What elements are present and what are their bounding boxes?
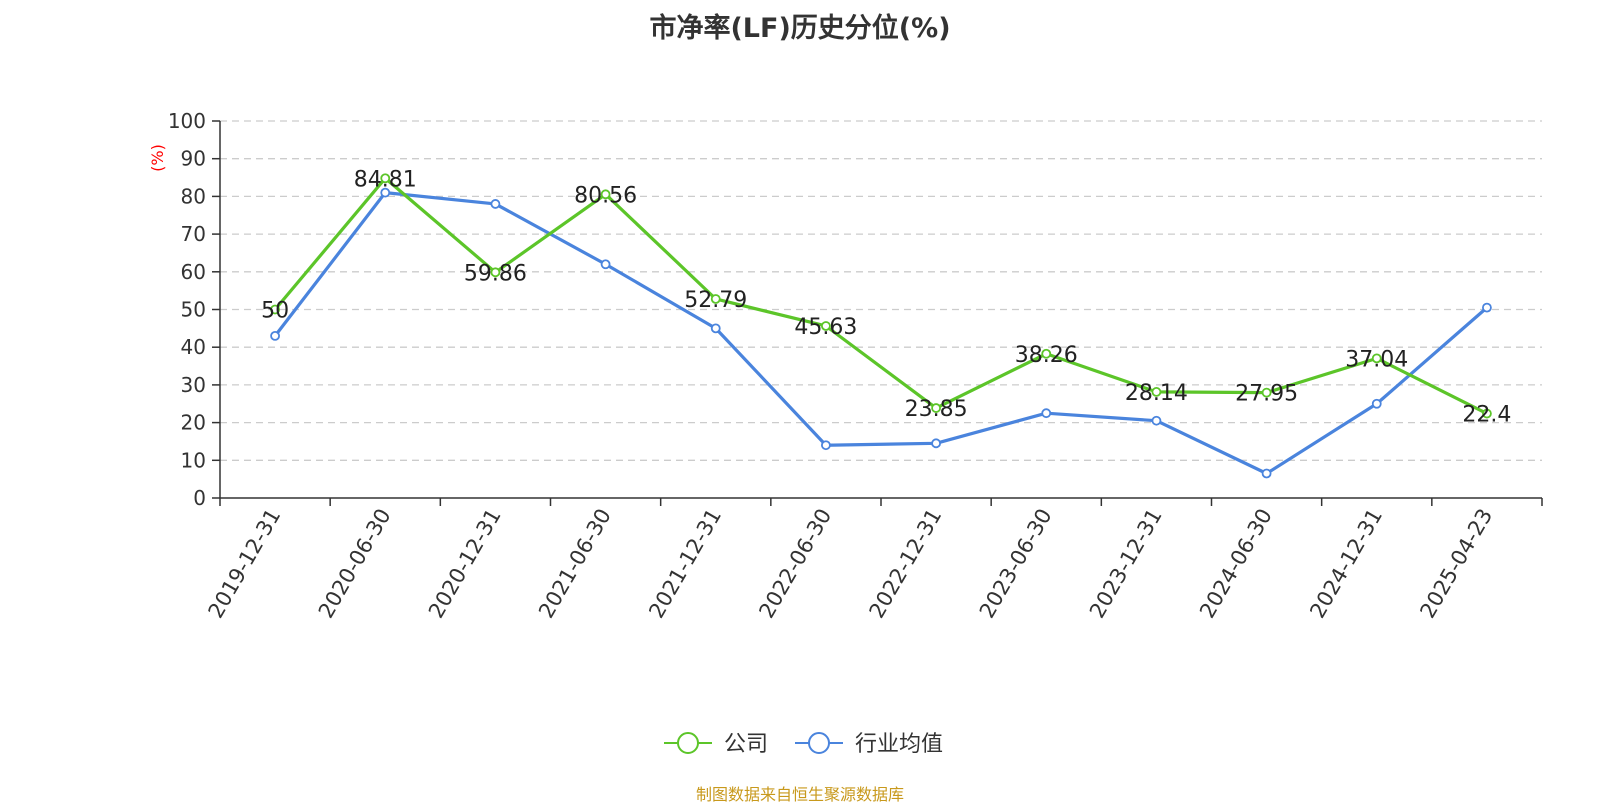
series-point-1	[1261, 468, 1272, 479]
y-tick-label: 60	[181, 260, 206, 284]
series-point-1	[1371, 398, 1382, 409]
source-note: 制图数据来自恒生聚源数据库	[695, 785, 904, 804]
x-tick-label: 2022-06-30	[754, 505, 836, 623]
series-point-1	[710, 323, 721, 334]
x-tick-label: 2024-06-30	[1195, 505, 1277, 623]
y-tick-label: 0	[193, 486, 206, 510]
x-tick-label: 2020-06-30	[314, 505, 396, 623]
legend: 公司 行业均值	[664, 732, 943, 757]
series-point-0	[821, 321, 831, 331]
series-point-0	[1482, 408, 1492, 419]
series-point-1	[1482, 302, 1492, 313]
series-point-0	[1261, 387, 1272, 398]
series-layer	[270, 173, 1492, 479]
y-tick-label: 20	[181, 411, 206, 435]
y-tick-label: 50	[181, 298, 206, 322]
y-tick-label: 100	[168, 109, 206, 133]
x-tick-label: 2023-06-30	[975, 505, 1057, 623]
series-point-0	[380, 173, 391, 184]
series-point-1	[380, 187, 391, 198]
series-point-1	[1041, 408, 1052, 419]
x-tick-label: 2019-12-31	[204, 505, 286, 623]
chart-title: 市净率(LF)历史分位(%)	[649, 13, 951, 44]
data-label: 22.4	[1462, 403, 1511, 428]
data-label: 84.81	[354, 167, 417, 192]
series-point-1	[270, 330, 280, 341]
x-tick-label: 2024-12-31	[1305, 505, 1387, 623]
data-label: 27.95	[1235, 382, 1298, 407]
y-tick-label: 40	[181, 335, 206, 359]
data-label: 37.04	[1345, 347, 1408, 372]
series-line-1	[273, 191, 1488, 476]
data-label: 38.26	[1015, 343, 1078, 368]
x-tick-label: 2023-12-31	[1085, 505, 1167, 623]
series-point-0	[710, 294, 721, 304]
series-point-1	[821, 440, 831, 451]
data-label: 28.14	[1125, 381, 1188, 406]
legend-marker-1	[808, 732, 830, 754]
x-tick-label: 2025-04-23	[1415, 505, 1497, 623]
y-tick-label: 90	[181, 147, 206, 171]
data-label: 23.85	[905, 397, 968, 422]
y-tick-label: 70	[181, 222, 206, 246]
x-tick-label: 2021-06-30	[534, 505, 616, 623]
data-label: 59.86	[464, 261, 527, 286]
data-label-layer: 50 84.81 59.86 80.56 52.79 45.63 23.85 38.26 28.…	[261, 167, 1511, 427]
series-point-0	[270, 304, 280, 315]
series-point-1	[1151, 415, 1162, 426]
legend-label-1: 行业均值	[855, 732, 943, 757]
y-axis-label: (%)	[148, 144, 167, 172]
legend-label-0: 公司	[724, 732, 768, 757]
legend-marker-0	[677, 732, 699, 754]
x-tick-label: 2020-12-31	[424, 505, 506, 623]
data-label: 52.79	[684, 288, 747, 313]
series-point-1	[490, 199, 501, 209]
series-point-0	[1371, 353, 1382, 364]
y-tick-label: 30	[181, 373, 206, 397]
series-point-1	[600, 259, 611, 270]
x-tick-label: 2022-12-31	[865, 505, 947, 623]
series-point-0	[1151, 387, 1162, 397]
series-point-0	[600, 189, 611, 200]
grid-layer	[220, 120, 1542, 461]
data-label: 80.56	[574, 183, 637, 208]
series-point-0	[1041, 348, 1052, 359]
series-point-0	[931, 403, 941, 413]
data-label: 50	[261, 299, 289, 324]
series-line-0	[273, 176, 1488, 415]
series-point-1	[931, 438, 941, 449]
x-tick-label: 2021-12-31	[644, 505, 726, 623]
series-point-0	[490, 267, 501, 278]
y-tick-label: 80	[181, 184, 206, 208]
data-label: 45.63	[794, 315, 857, 340]
y-tick-label: 10	[181, 448, 206, 472]
